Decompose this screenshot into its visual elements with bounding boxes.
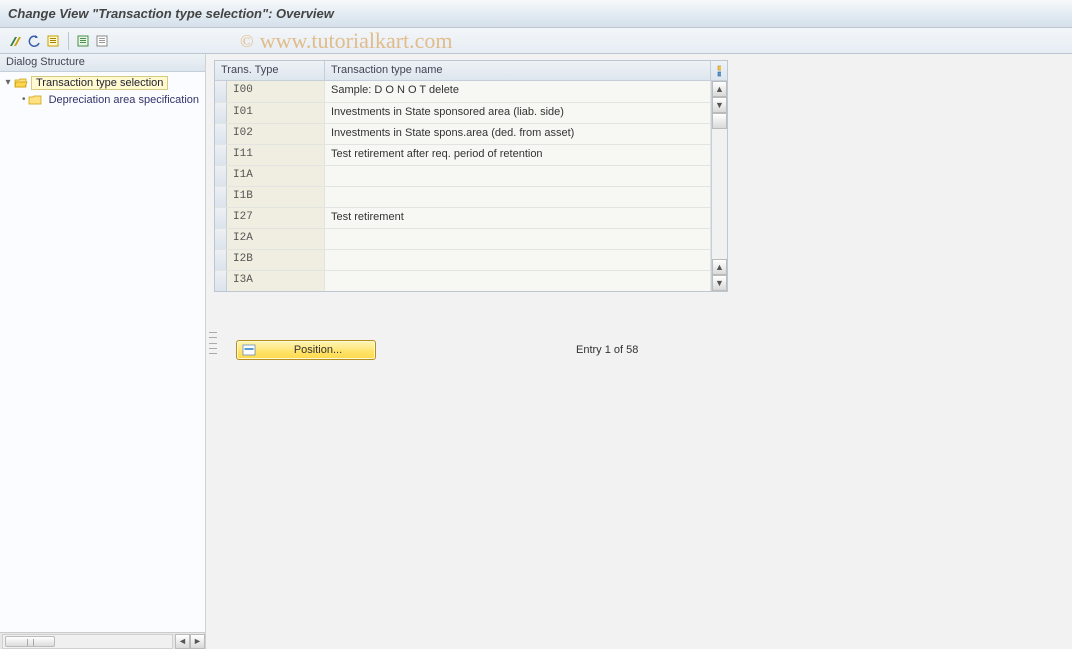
row-selector[interactable]	[215, 187, 227, 207]
scroll-up-button-2[interactable]: ▲	[712, 259, 727, 275]
row-selector[interactable]	[215, 166, 227, 186]
table-row[interactable]: I01Investments in State sponsored area (…	[215, 102, 711, 123]
trans-type-name-cell[interactable]: Sample: D O N O T delete	[325, 81, 711, 102]
trans-type-cell[interactable]: I2B	[227, 250, 325, 270]
scroll-down-button-2[interactable]: ▼	[712, 275, 727, 291]
row-selector[interactable]	[215, 229, 227, 249]
trans-type-cell[interactable]: I27	[227, 208, 325, 228]
table-row[interactable]: I2A	[215, 228, 711, 249]
table-row[interactable]: I1A	[215, 165, 711, 186]
trans-type-cell[interactable]: I00	[227, 81, 325, 102]
dialog-structure-panel: Dialog Structure ▾ Transaction type sele…	[0, 54, 206, 649]
toolbar	[0, 28, 1072, 54]
trans-type-cell[interactable]: I11	[227, 145, 325, 165]
tree-node-label: Transaction type selection	[31, 76, 168, 90]
tree-node-transaction-type-selection[interactable]: ▾ Transaction type selection	[2, 74, 203, 91]
grid-rows: I00Sample: D O N O T deleteI01Investment…	[215, 81, 711, 291]
table-row[interactable]: I2B	[215, 249, 711, 270]
tree-node-label: Depreciation area specification	[45, 94, 203, 106]
grid-config-button[interactable]	[711, 61, 727, 80]
grid-header-row: Trans. Type Transaction type name	[215, 61, 727, 81]
tree-node-depreciation-area[interactable]: • Depreciation area specification	[2, 91, 203, 108]
undo-icon[interactable]	[25, 32, 43, 50]
separator	[63, 32, 69, 50]
column-header-trans-type[interactable]: Trans. Type	[215, 61, 325, 80]
trans-type-name-cell[interactable]: Test retirement	[325, 208, 711, 228]
table-row[interactable]: I00Sample: D O N O T delete	[215, 81, 711, 102]
row-selector[interactable]	[215, 250, 227, 270]
trans-type-name-cell[interactable]	[325, 166, 711, 186]
folder-closed-icon	[28, 94, 42, 106]
row-selector[interactable]	[215, 145, 227, 165]
row-selector[interactable]	[215, 271, 227, 291]
trans-type-name-cell[interactable]	[325, 250, 711, 270]
position-button-label: Position...	[261, 344, 375, 356]
folder-open-icon	[14, 77, 28, 89]
position-button[interactable]: Position...	[236, 340, 376, 360]
toggle-display-icon[interactable]	[6, 32, 24, 50]
position-icon	[241, 343, 257, 357]
trans-type-name-cell[interactable]: Test retirement after req. period of ret…	[325, 145, 711, 165]
row-selector[interactable]	[215, 208, 227, 228]
title-bar: Change View "Transaction type selection"…	[0, 0, 1072, 28]
tree-bullet-icon: •	[20, 94, 28, 105]
entry-status-text: Entry 1 of 58	[576, 344, 638, 356]
splitter-grip[interactable]	[209, 332, 217, 354]
table-row[interactable]: I02Investments in State spons.area (ded.…	[215, 123, 711, 144]
scroll-right-button[interactable]: ►	[190, 634, 205, 649]
trans-type-cell[interactable]: I1A	[227, 166, 325, 186]
trans-type-name-cell[interactable]	[325, 229, 711, 249]
scroll-left-button[interactable]: ◄	[175, 634, 190, 649]
table-row[interactable]: I27Test retirement	[215, 207, 711, 228]
scrollbar-thumb[interactable]	[5, 636, 55, 647]
row-selector[interactable]	[215, 124, 227, 144]
trans-type-cell[interactable]: I01	[227, 103, 325, 123]
dialog-structure-header: Dialog Structure	[0, 54, 205, 72]
scroll-up-button[interactable]: ▲	[712, 81, 727, 97]
dialog-structure-tree: ▾ Transaction type selection • Depreciat…	[0, 72, 205, 632]
table-row[interactable]: I1B	[215, 186, 711, 207]
page-title: Change View "Transaction type selection"…	[8, 6, 334, 21]
trans-type-cell[interactable]: I3A	[227, 271, 325, 291]
column-header-trans-type-name[interactable]: Transaction type name	[325, 61, 711, 80]
table-row[interactable]: I3A	[215, 270, 711, 291]
scrollbar-track[interactable]	[2, 634, 173, 649]
table-row[interactable]: I11Test retirement after req. period of …	[215, 144, 711, 165]
scroll-indicator	[712, 113, 727, 129]
row-selector[interactable]	[215, 103, 227, 123]
trans-type-name-cell[interactable]	[325, 187, 711, 207]
scrollbar-track[interactable]	[712, 129, 727, 259]
tree-expand-icon[interactable]: ▾	[2, 77, 14, 88]
position-row: Position... Entry 1 of 58	[236, 340, 736, 360]
row-selector[interactable]	[215, 81, 227, 102]
select-block-icon[interactable]	[74, 32, 92, 50]
deselect-all-icon[interactable]	[93, 32, 111, 50]
transaction-type-grid: Trans. Type Transaction type name I00Sam…	[214, 60, 728, 292]
grid-body: I00Sample: D O N O T deleteI01Investment…	[215, 81, 727, 291]
select-all-icon[interactable]	[44, 32, 62, 50]
trans-type-cell[interactable]: I02	[227, 124, 325, 144]
content-panel: Trans. Type Transaction type name I00Sam…	[206, 54, 1072, 649]
horizontal-scrollbar[interactable]: ◄ ►	[0, 632, 205, 649]
trans-type-cell[interactable]: I2A	[227, 229, 325, 249]
scroll-down-button[interactable]: ▼	[712, 97, 727, 113]
vertical-scrollbar[interactable]: ▲ ▼ ▲ ▼	[711, 81, 727, 291]
trans-type-cell[interactable]: I1B	[227, 187, 325, 207]
trans-type-name-cell[interactable]	[325, 271, 711, 291]
main-area: Dialog Structure ▾ Transaction type sele…	[0, 54, 1072, 649]
trans-type-name-cell[interactable]: Investments in State spons.area (ded. fr…	[325, 124, 711, 144]
trans-type-name-cell[interactable]: Investments in State sponsored area (lia…	[325, 103, 711, 123]
